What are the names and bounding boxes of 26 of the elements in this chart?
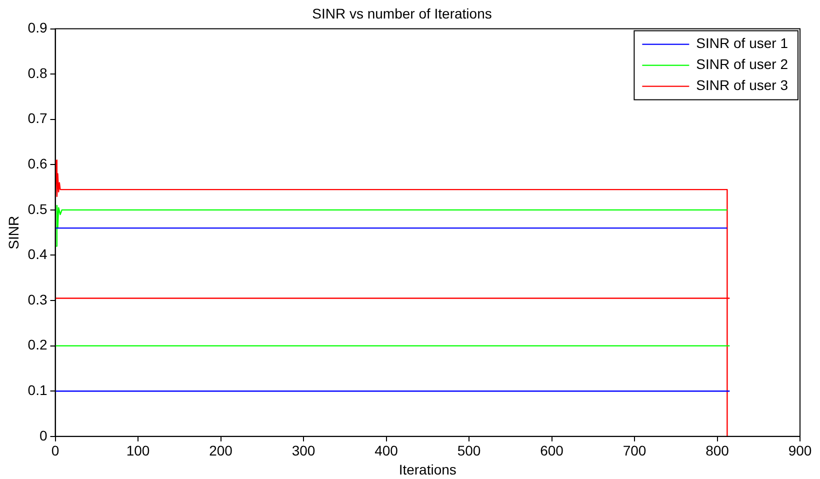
y-tick-label: 0.7: [28, 110, 48, 126]
x-tick-label: 200: [209, 442, 233, 459]
y-tick-label: 0.4: [28, 246, 48, 262]
x-tick-label: 400: [374, 442, 398, 459]
y-tick-label: 0.5: [28, 200, 48, 217]
y-tick-label: 0.1: [28, 382, 48, 398]
x-tick-label: 0: [51, 442, 60, 459]
y-tick-label: 0.9: [28, 20, 48, 36]
y-tick-label: 0.2: [28, 336, 48, 353]
chart-title: SINR vs number of Iterations: [312, 5, 492, 22]
x-tick-label: 500: [457, 442, 481, 459]
y-axis-title: SINR: [5, 216, 22, 250]
x-tick-label: 800: [706, 442, 730, 459]
x-tick-label: 900: [788, 442, 812, 459]
y-tick-label: 0: [39, 427, 48, 444]
x-tick-label: 100: [126, 442, 150, 459]
y-tick-label: 0.8: [28, 64, 48, 81]
legend-label: SINR of user 1: [696, 35, 788, 52]
legend-label: SINR of user 2: [696, 56, 788, 72]
legend-label: SINR of user 3: [696, 77, 788, 94]
y-tick-label: 0.6: [28, 156, 48, 172]
y-tick-label: 0.3: [28, 291, 48, 308]
x-tick-label: 700: [622, 442, 646, 459]
x-tick-label: 600: [540, 442, 564, 459]
x-tick-label: 300: [292, 442, 316, 459]
x-axis-title: Iterations: [398, 461, 456, 478]
